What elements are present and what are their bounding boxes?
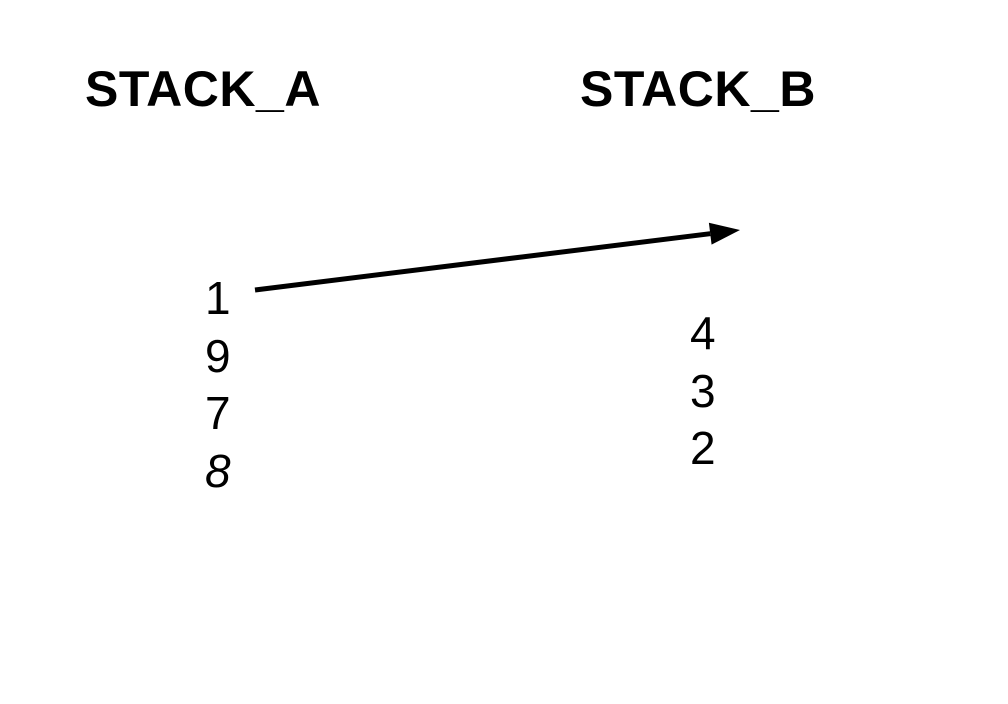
push-arrow-icon (0, 0, 1008, 704)
